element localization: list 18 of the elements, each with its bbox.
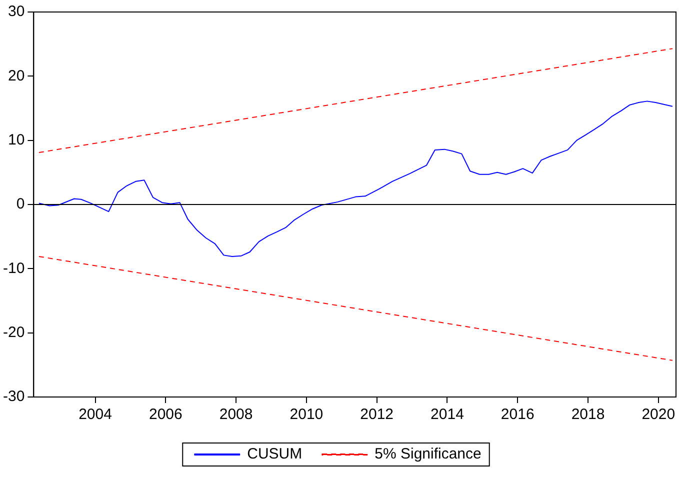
x-tick-label: 2006	[148, 406, 182, 424]
y-tick-label: 0	[16, 196, 25, 213]
x-tick-label: 2016	[500, 406, 534, 424]
y-tick-label: -30	[2, 388, 25, 406]
x-tick-label: 2012	[360, 406, 394, 424]
y-tick-label: -10	[2, 260, 25, 277]
y-tick-label: 30	[8, 3, 25, 20]
x-tick-label: 2020	[642, 406, 676, 424]
legend-label: 5% Significance	[374, 446, 482, 463]
x-tick-label: 2004	[78, 406, 112, 424]
y-tick-label: 10	[8, 131, 25, 148]
x-tick-label: 2010	[290, 406, 324, 424]
y-tick-label: 20	[8, 67, 25, 84]
x-tick-label: 2008	[219, 406, 253, 424]
y-tick-label: -20	[2, 324, 25, 341]
legend-label: CUSUM	[247, 446, 302, 463]
x-tick-label: 2018	[571, 406, 605, 424]
x-tick-label: 2014	[430, 406, 464, 424]
